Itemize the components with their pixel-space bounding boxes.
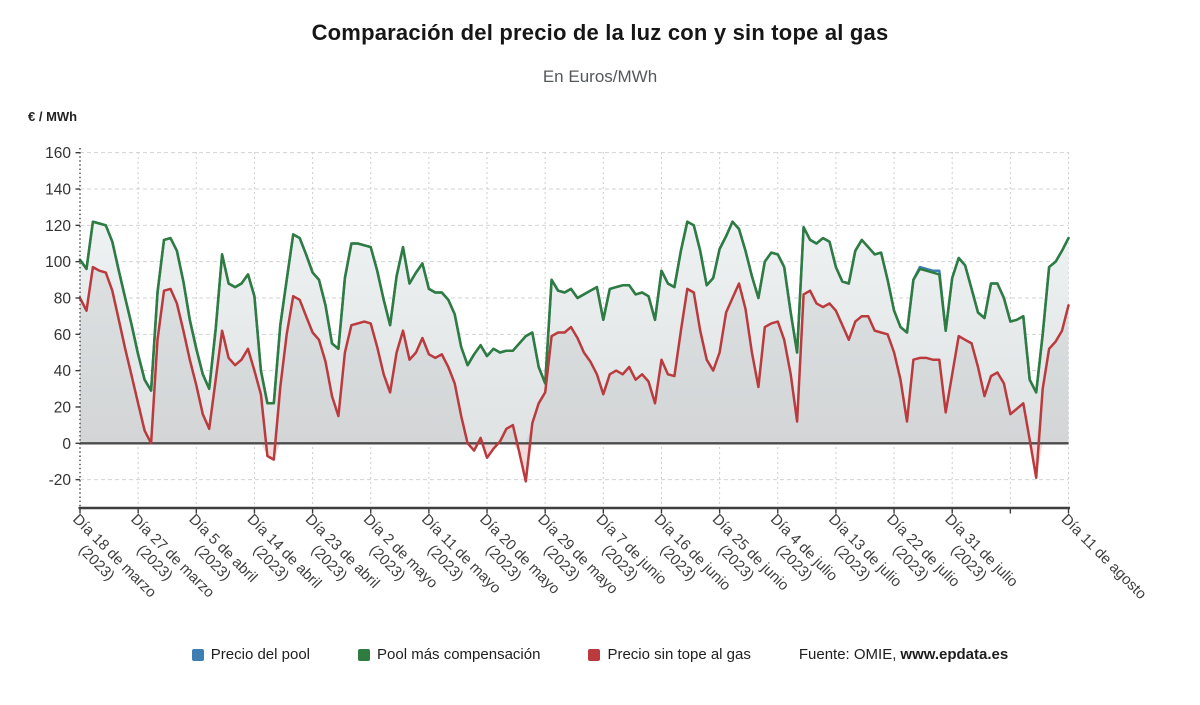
y-axis-tick-label: 80	[54, 290, 72, 307]
y-axis-tick-label: 100	[45, 254, 71, 271]
legend-swatch-blue-icon	[191, 648, 204, 661]
y-axis-tick-label: 40	[54, 363, 72, 380]
legend-swatch-green-icon	[358, 648, 371, 661]
y-axis-unit-label: € / MWh	[28, 109, 78, 124]
legend-label-precio-del-pool: Precio del pool	[210, 646, 311, 663]
legend-item-pool-mas-compensacion[interactable]: Pool más compensación	[358, 646, 540, 663]
y-axis-labels: 160 140 120 100 80 60 40 20 0 -20	[45, 145, 71, 489]
legend-label-pool-mas-compensacion: Pool más compensación	[377, 646, 541, 663]
y-axis-tick-label: 60	[54, 327, 72, 344]
legend-swatch-red-icon	[588, 648, 601, 661]
legend-label-precio-sin-tope-al-gas: Precio sin tope al gas	[607, 646, 751, 663]
y-axis-tick-label: 160	[45, 145, 71, 162]
source-attribution: Fuente: OMIE, www.epdata.es	[799, 646, 1008, 663]
x-axis-labels: Día 18 de marzo(2023) Día 27 de marzo(202…	[69, 511, 1150, 603]
legend: Precio del pool Pool más compensación Pr…	[0, 646, 1200, 663]
axes	[75, 148, 1070, 514]
x-axis-tick-label: Día 31 de julio(2023)	[929, 511, 1021, 603]
area-negative-precio-sin-tope	[80, 443, 1069, 482]
chart-subtitle: En Euros/MWh	[542, 67, 658, 86]
source-link[interactable]: www.epdata.es	[900, 646, 1009, 663]
legend-item-precio-del-pool[interactable]: Precio del pool	[191, 646, 311, 663]
source-prefix: Fuente: OMIE,	[798, 646, 897, 663]
legend-item-precio-sin-tope-al-gas[interactable]: Precio sin tope al gas	[588, 646, 751, 663]
chart-title: Comparación del precio de la luz con y s…	[311, 20, 889, 45]
y-axis-tick-label: 0	[62, 436, 71, 453]
y-axis-tick-label: 120	[45, 218, 71, 235]
x-axis-tick-label: Día 11 de agosto	[1058, 511, 1150, 603]
area-under-precio-sin-tope	[80, 267, 1069, 444]
y-axis-tick-label: 140	[45, 182, 71, 199]
y-axis-tick-label: 20	[54, 399, 72, 416]
series-line-2[interactable]	[78, 265, 1070, 483]
y-axis-tick-label: -20	[49, 472, 72, 489]
series-line-1[interactable]	[78, 220, 1070, 405]
